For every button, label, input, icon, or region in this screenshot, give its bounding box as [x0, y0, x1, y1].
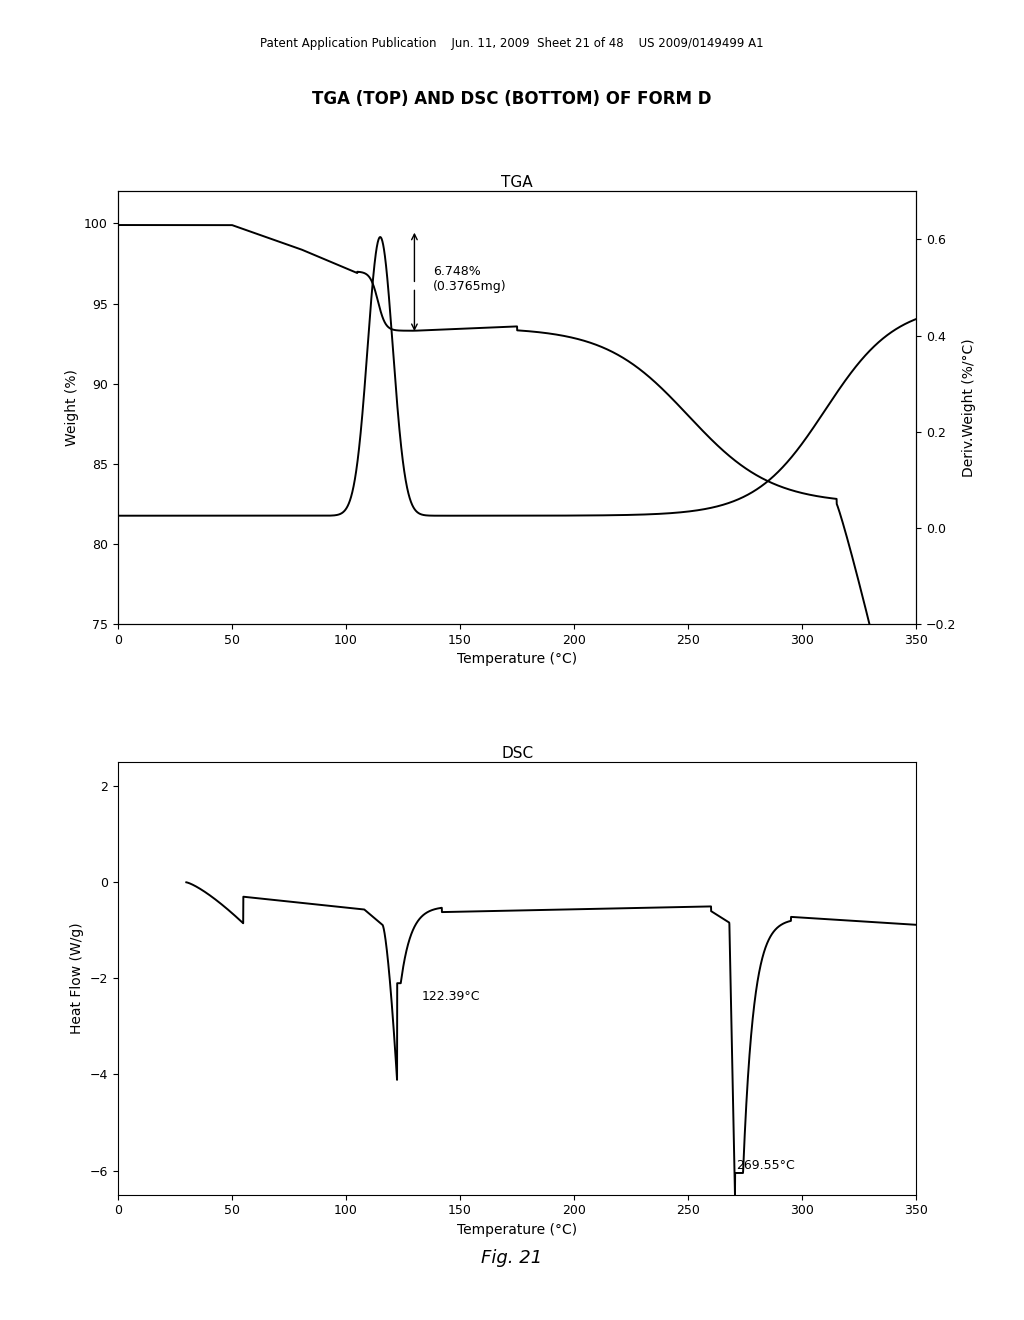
Text: 122.39°C: 122.39°C [421, 990, 480, 1003]
Text: Fig. 21: Fig. 21 [481, 1249, 543, 1267]
Text: 6.748%
(0.3765mg): 6.748% (0.3765mg) [433, 265, 506, 293]
Title: DSC: DSC [501, 746, 534, 762]
Y-axis label: Heat Flow (W/g): Heat Flow (W/g) [70, 923, 84, 1034]
Text: 269.55°C: 269.55°C [736, 1159, 795, 1172]
X-axis label: Temperature (°C): Temperature (°C) [457, 1222, 578, 1237]
Y-axis label: Weight (%): Weight (%) [65, 370, 79, 446]
Text: TGA (TOP) AND DSC (BOTTOM) OF FORM D: TGA (TOP) AND DSC (BOTTOM) OF FORM D [312, 90, 712, 108]
Y-axis label: Deriv.Weight (%/°C): Deriv.Weight (%/°C) [963, 338, 976, 477]
Text: Patent Application Publication    Jun. 11, 2009  Sheet 21 of 48    US 2009/01494: Patent Application Publication Jun. 11, … [260, 37, 764, 50]
X-axis label: Temperature (°C): Temperature (°C) [457, 652, 578, 667]
Title: TGA: TGA [502, 176, 532, 190]
